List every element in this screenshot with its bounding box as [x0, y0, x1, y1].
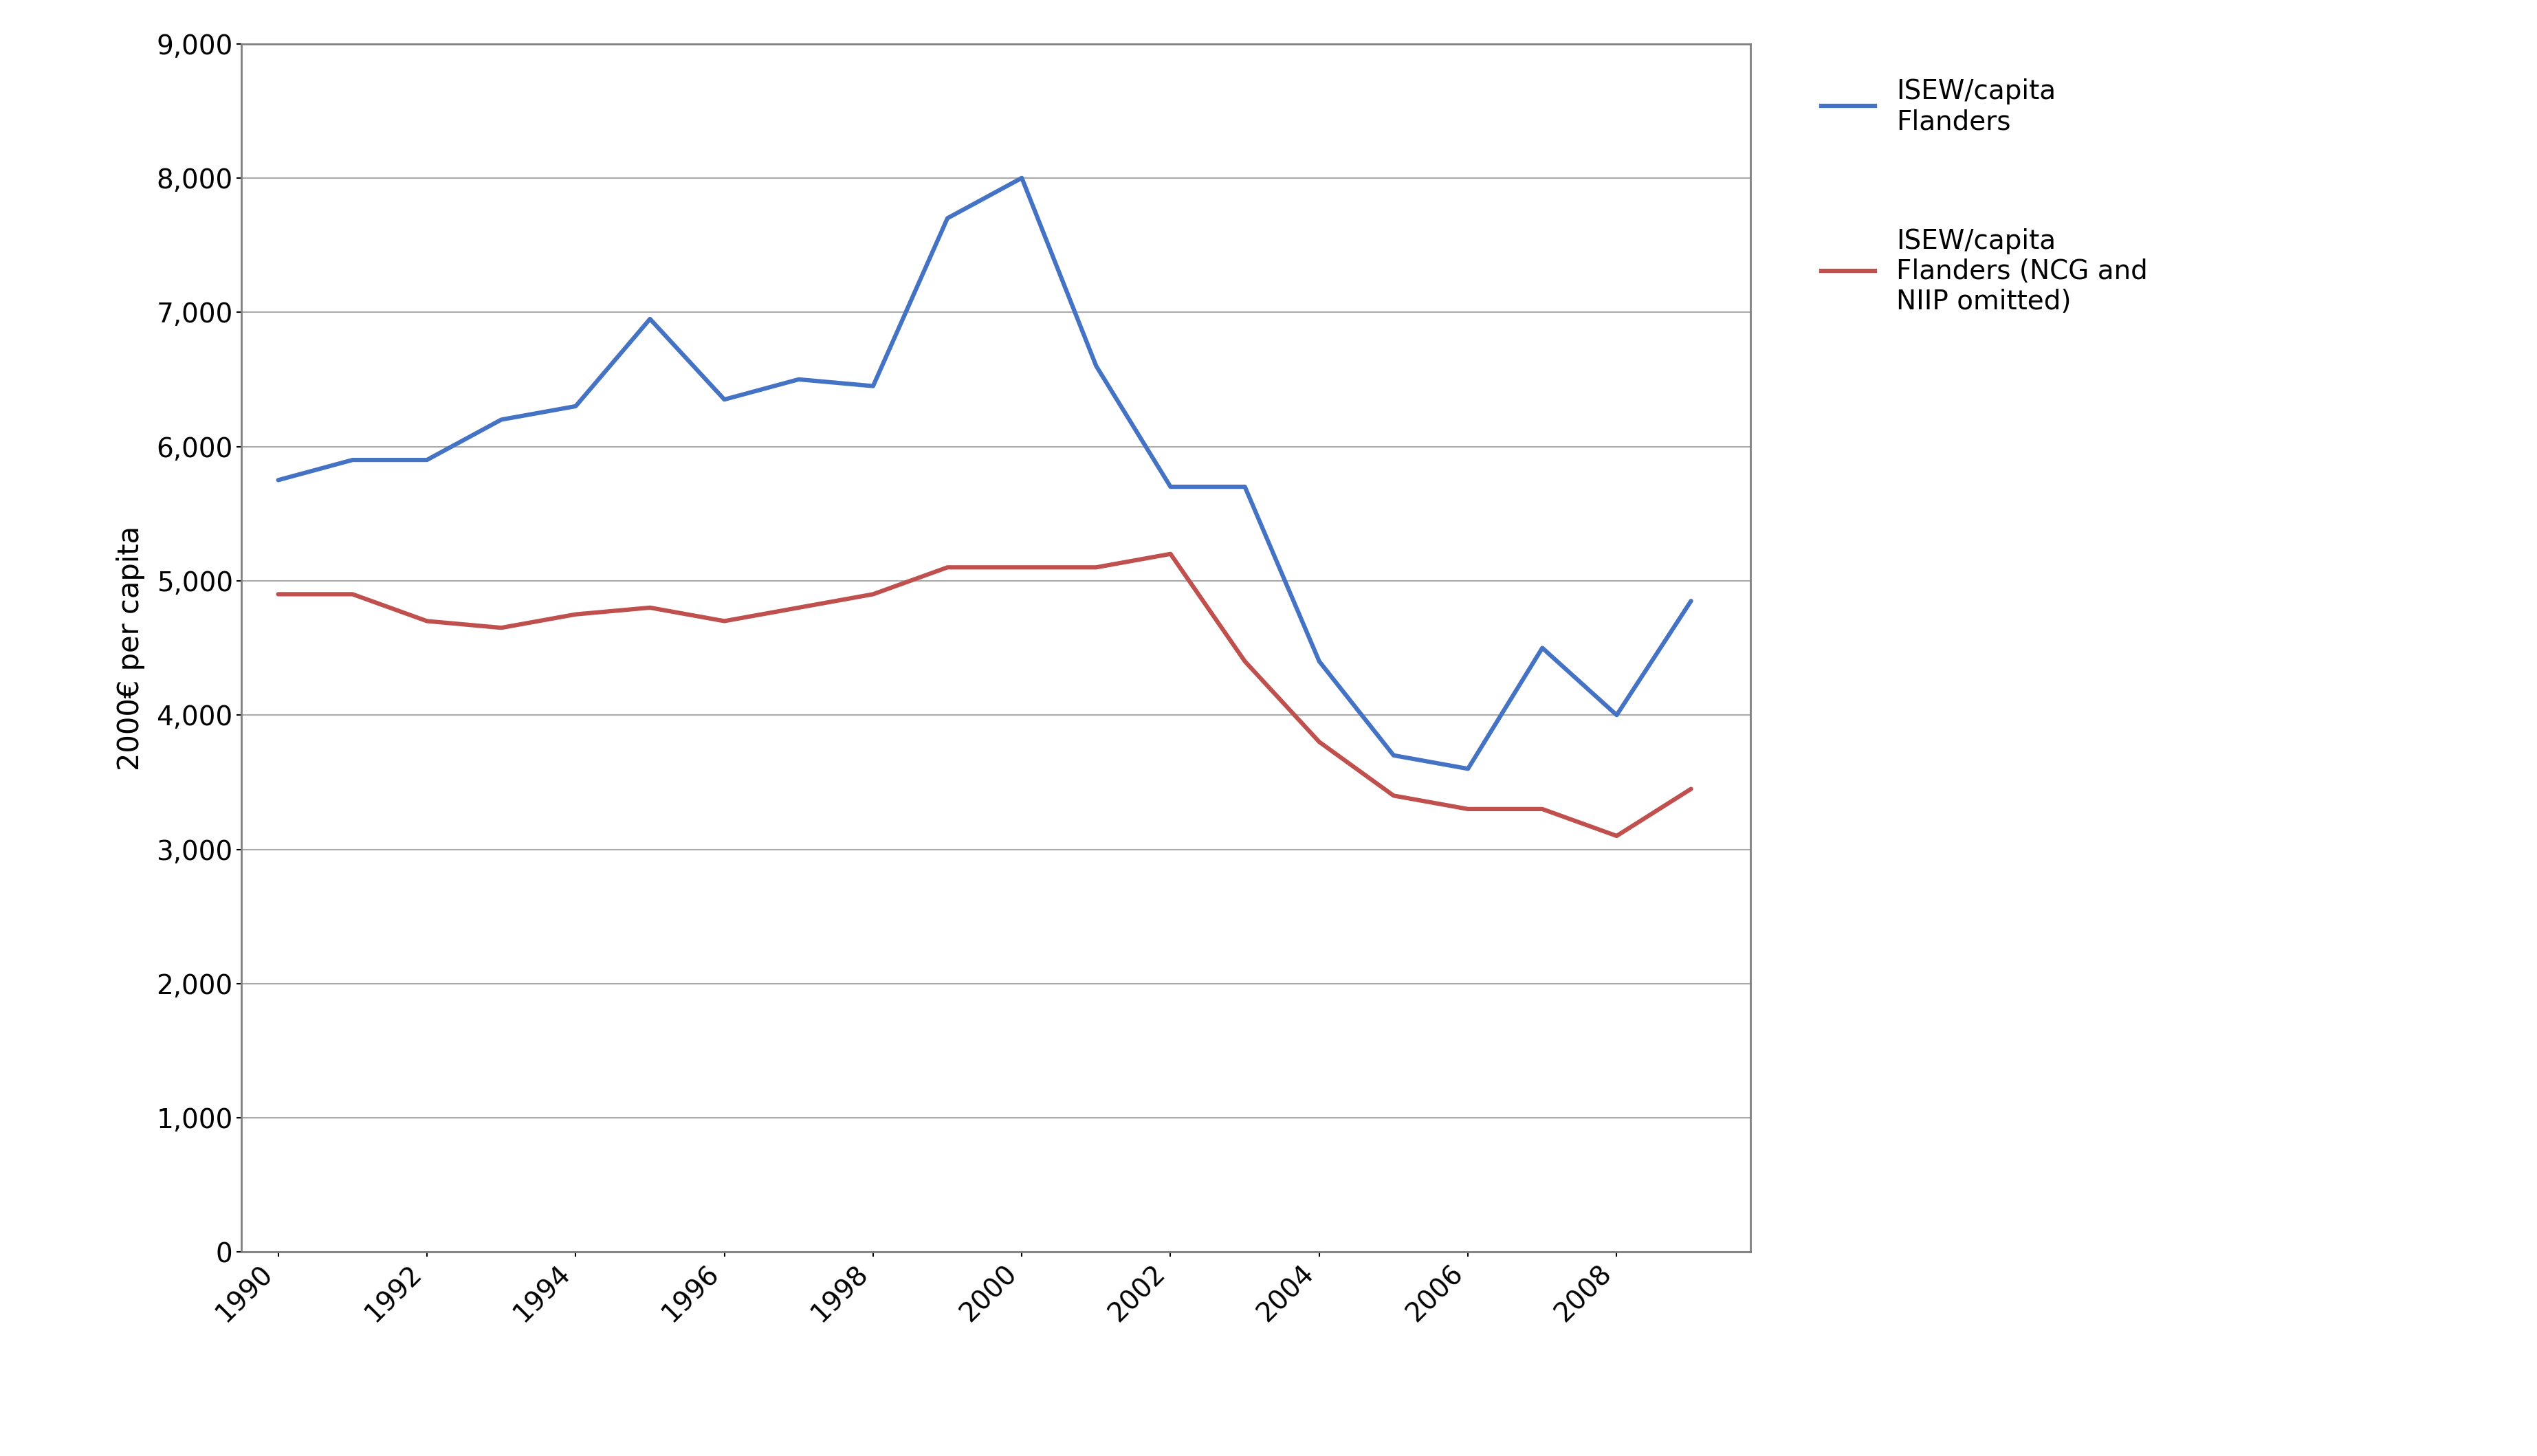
Y-axis label: 2000€ per capita: 2000€ per capita [117, 526, 145, 770]
Legend: ISEW/capita
Flanders, ISEW/capita
Flanders (NCG and
NIIP omitted): ISEW/capita Flanders, ISEW/capita Flande… [1811, 68, 2159, 326]
